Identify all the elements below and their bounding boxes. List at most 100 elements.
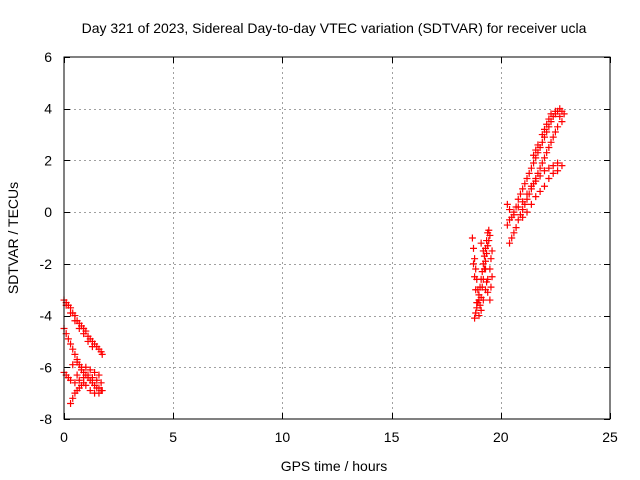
data-point — [471, 273, 479, 281]
data-point — [525, 169, 533, 177]
data-point — [477, 275, 485, 283]
x-tick-label: 25 — [602, 429, 618, 445]
y-tick-label: -6 — [40, 359, 53, 375]
data-point — [67, 399, 75, 407]
data-point — [480, 252, 488, 260]
data-point — [98, 350, 106, 358]
data-point — [88, 374, 96, 382]
data-point — [538, 138, 546, 146]
data-point — [477, 239, 485, 247]
data-point — [67, 376, 75, 384]
data-point — [69, 394, 77, 402]
data-point — [82, 381, 90, 389]
data-point — [514, 203, 522, 211]
x-tick-label: 20 — [493, 429, 509, 445]
data-point — [77, 366, 85, 374]
data-point — [506, 206, 514, 214]
data-point — [549, 133, 557, 141]
data-point — [512, 224, 520, 232]
data-point — [558, 162, 566, 170]
data-point — [527, 200, 535, 208]
data-point — [86, 387, 94, 395]
y-tick-label: 6 — [44, 49, 52, 65]
data-point — [510, 229, 518, 237]
data-point — [91, 368, 99, 376]
data-point — [536, 164, 544, 172]
x-axis-label: GPS time / hours — [281, 458, 388, 474]
data-point — [527, 182, 535, 190]
data-point — [503, 200, 511, 208]
data-point — [519, 206, 527, 214]
chart-title: Day 321 of 2023, Sidereal Day-to-day VTE… — [82, 20, 587, 36]
data-point — [84, 371, 92, 379]
data-point — [71, 317, 79, 325]
data-point — [554, 159, 562, 167]
y-tick-label: 0 — [44, 204, 52, 220]
data-point — [69, 345, 77, 353]
data-point — [545, 144, 553, 151]
data-point — [486, 296, 494, 304]
data-point — [97, 379, 105, 387]
data-point — [485, 226, 493, 234]
data-point — [519, 185, 527, 193]
y-axis-label: SDTVAR / TECUs — [5, 182, 21, 294]
data-point — [560, 110, 568, 118]
data-point — [471, 255, 479, 263]
data-point — [506, 239, 514, 247]
data-point — [468, 234, 476, 242]
data-point — [471, 314, 479, 322]
data-point — [545, 115, 553, 123]
data-point — [543, 149, 551, 157]
data-point — [558, 118, 566, 126]
x-tick-label: 10 — [275, 429, 291, 445]
data-point — [476, 283, 484, 291]
data-point — [487, 255, 495, 263]
x-tick-label: 0 — [60, 429, 68, 445]
data-points — [60, 105, 568, 407]
data-point — [75, 325, 83, 332]
data-point — [470, 260, 477, 268]
data-point — [80, 330, 88, 338]
data-point — [547, 110, 555, 118]
y-tick-label: -8 — [40, 411, 53, 427]
data-point — [523, 190, 531, 198]
data-point — [95, 371, 103, 379]
axis-ticks — [64, 57, 611, 420]
data-point — [530, 159, 538, 167]
data-point — [532, 177, 540, 185]
data-point — [506, 216, 514, 224]
data-point — [551, 128, 559, 136]
data-point — [67, 340, 75, 348]
data-point — [527, 164, 535, 172]
plot-frame — [63, 56, 611, 420]
x-tick-label: 5 — [169, 429, 177, 445]
data-point — [530, 151, 538, 159]
data-point — [88, 343, 96, 351]
data-point — [484, 288, 492, 296]
data-point — [556, 112, 564, 120]
data-point — [475, 312, 483, 320]
data-point — [554, 167, 562, 175]
data-point — [549, 169, 557, 177]
data-point — [473, 299, 481, 307]
data-point — [483, 278, 491, 286]
data-point — [82, 363, 90, 371]
data-point — [514, 216, 522, 224]
data-point — [488, 273, 496, 281]
data-point — [510, 208, 518, 216]
data-point — [554, 123, 562, 131]
data-point — [488, 247, 496, 255]
data-point — [67, 309, 75, 317]
data-point — [84, 337, 92, 345]
data-point — [523, 175, 531, 183]
data-point — [475, 291, 483, 299]
data-point — [487, 283, 495, 291]
data-point — [75, 376, 83, 384]
data-point — [547, 138, 555, 146]
data-point — [551, 107, 559, 115]
data-point — [477, 306, 485, 314]
data-point — [519, 198, 527, 206]
data-point — [540, 182, 548, 190]
data-point — [540, 125, 548, 133]
